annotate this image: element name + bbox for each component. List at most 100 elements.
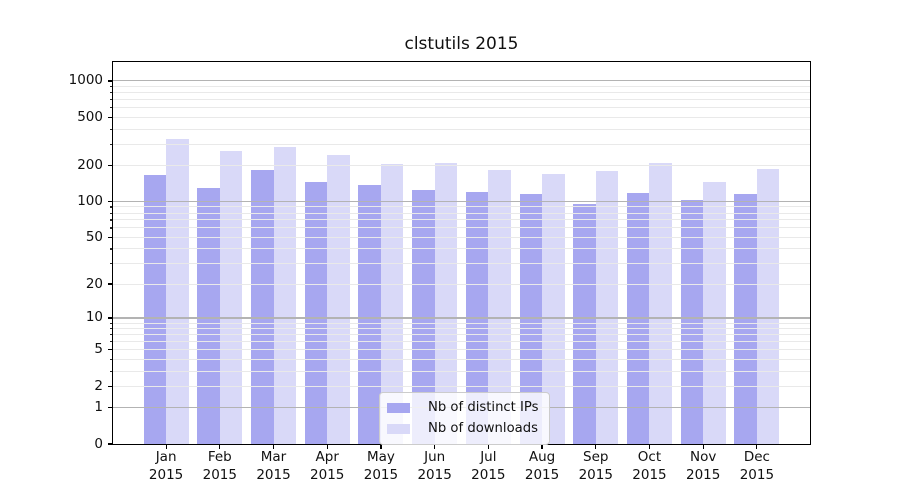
gridline-minor (113, 385, 810, 387)
y-minor-tick-mark (110, 107, 113, 109)
y-tick-mark (108, 385, 113, 387)
x-tick-label: Nov 2015 (686, 449, 721, 483)
y-minor-tick-mark (110, 248, 113, 250)
plot-area (113, 62, 810, 444)
y-tick-label: 200 (77, 156, 103, 173)
x-tick-mark (219, 444, 221, 449)
y-minor-tick-mark (110, 85, 113, 88)
bar-distinct-ips (680, 199, 704, 444)
bar-downloads (380, 163, 404, 444)
y-tick-mark (108, 80, 113, 82)
y-minor-tick-mark (110, 263, 113, 265)
y-minor-tick-mark (110, 341, 113, 343)
y-tick-label: 500 (77, 108, 103, 125)
gridline-minor (113, 143, 810, 145)
y-tick-mark (108, 283, 113, 285)
gridline-major (113, 317, 810, 319)
bar-downloads (649, 162, 672, 444)
bar-downloads (595, 171, 619, 444)
gridline-minor (113, 164, 810, 166)
y-tick-mark (108, 236, 113, 238)
legend: Nb of distinct IPs Nb of downloads (379, 392, 550, 445)
x-tick-mark (648, 444, 651, 449)
gridline-minor (113, 328, 810, 330)
bar-distinct-ips (734, 193, 757, 444)
y-minor-tick-mark (110, 334, 113, 336)
gridline-minor (113, 206, 810, 208)
gridline-minor (113, 219, 810, 221)
gridline-minor (113, 212, 810, 214)
x-tick-mark (326, 444, 328, 449)
legend-item-label: Nb of distinct IPs (428, 400, 539, 415)
legend-item-label: Nb of downloads (428, 421, 538, 436)
x-tick-label: Apr 2015 (310, 449, 345, 483)
y-minor-tick-mark (110, 128, 113, 130)
chart-title: clstutils 2015 (404, 34, 519, 54)
y-tick-label: 100 (77, 192, 103, 209)
gridline-minor (113, 263, 810, 265)
x-tick-mark (487, 444, 489, 449)
y-tick-mark (108, 164, 113, 166)
bar-downloads (273, 146, 297, 444)
gridline-minor (113, 370, 810, 372)
gridline-minor (113, 116, 810, 118)
y-tick-label: 1 (94, 399, 103, 416)
y-minor-tick-mark (110, 206, 113, 208)
bar-downloads (166, 139, 189, 444)
x-tick-mark (541, 444, 543, 449)
y-tick-label: 20 (85, 275, 103, 292)
y-minor-tick-mark (110, 143, 113, 145)
gridline-minor (113, 349, 810, 351)
y-minor-tick-mark (110, 322, 113, 324)
y-tick-mark (108, 443, 113, 445)
y-minor-tick-mark (110, 227, 113, 229)
gridline-minor (113, 236, 810, 238)
y-minor-tick-mark (110, 328, 113, 330)
gridline-major (113, 80, 810, 82)
x-tick-label: Jul 2015 (471, 449, 506, 483)
bar-distinct-ips (143, 175, 167, 444)
x-tick-label: Aug 2015 (524, 449, 560, 483)
bar-downloads (434, 163, 458, 444)
y-tick-mark (108, 406, 113, 409)
y-tick-label: 1000 (68, 72, 103, 89)
x-tick-mark (272, 444, 275, 449)
bar-distinct-ips (358, 185, 381, 444)
legend-swatch (387, 402, 410, 413)
y-tick-label: 10 (85, 309, 103, 326)
y-tick-mark (108, 317, 113, 319)
bar-distinct-ips (626, 193, 650, 444)
bar-downloads (703, 181, 726, 444)
x-tick-mark (434, 444, 436, 449)
x-tick-mark (756, 444, 758, 449)
gridline-minor (113, 322, 810, 324)
y-minor-tick-mark (110, 219, 113, 221)
gridline-minor (113, 334, 810, 336)
bar-distinct-ips (197, 187, 220, 444)
gridline-minor (113, 85, 810, 87)
x-tick-label: Jun 2015 (417, 449, 452, 483)
x-tick-label: Jan 2015 (148, 449, 184, 483)
gridline-major (113, 200, 810, 203)
legend-item: Nb of downloads (387, 418, 539, 439)
bar-distinct-ips (251, 169, 274, 444)
x-tick-mark (380, 444, 382, 449)
x-tick-mark (595, 444, 597, 449)
gridline-minor (113, 341, 810, 343)
gridline-minor (113, 283, 810, 285)
bar-distinct-ips (304, 182, 328, 444)
legend-item: Nb of distinct IPs (387, 397, 539, 418)
x-tick-mark (165, 444, 167, 449)
bar-downloads (542, 173, 565, 444)
bar-downloads (488, 170, 511, 444)
y-tick-label: 50 (85, 228, 103, 245)
y-minor-tick-mark (110, 212, 113, 214)
y-tick-label: 0 (94, 435, 103, 452)
y-tick-label: 5 (94, 341, 103, 358)
y-tick-mark (108, 200, 113, 203)
y-minor-tick-mark (110, 99, 113, 101)
gridline-minor (113, 99, 810, 101)
x-tick-label: May 2015 (363, 449, 399, 483)
x-tick-label: Sep 2015 (578, 449, 613, 483)
